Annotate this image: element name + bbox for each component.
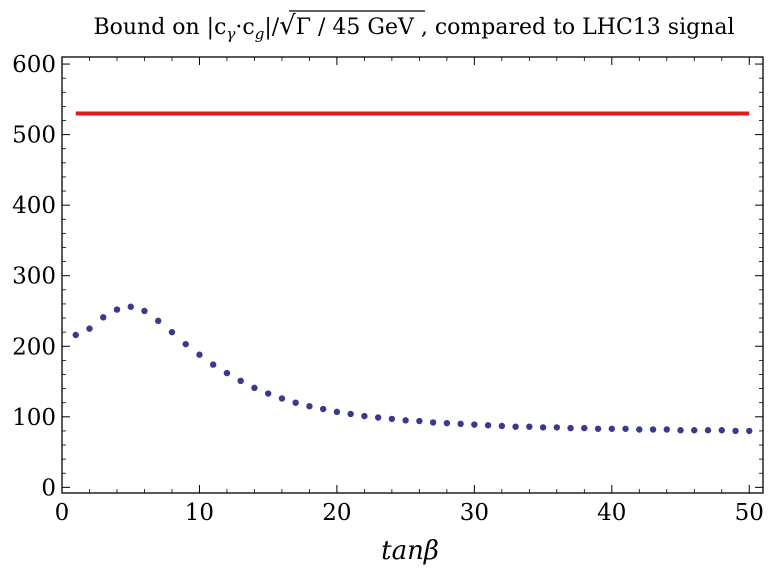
bound-point — [306, 403, 313, 410]
bound-point — [374, 414, 382, 421]
bound-point — [636, 426, 643, 433]
bound-point — [168, 328, 176, 336]
bound-point — [608, 425, 616, 432]
bound-point — [594, 425, 602, 432]
bound-point — [649, 426, 657, 433]
x-tick-label: 50 — [735, 500, 764, 526]
x-tick-label: 30 — [460, 500, 489, 526]
bound-point — [443, 419, 451, 427]
bound-point — [539, 424, 547, 431]
bound-point — [553, 424, 561, 431]
bound-point — [86, 325, 93, 332]
x-axis-label: tanβ — [381, 536, 439, 566]
bound-point — [347, 410, 354, 418]
bound-point — [113, 306, 121, 313]
bound-point — [251, 384, 258, 392]
bound-point — [223, 369, 231, 377]
x-tick-label: 10 — [185, 500, 214, 526]
y-tick-label: 200 — [12, 334, 56, 360]
bound-point — [567, 424, 574, 432]
bound-point — [429, 419, 437, 426]
y-tick-label: 100 — [12, 405, 56, 431]
bound-point — [526, 423, 533, 430]
y-tick-label: 600 — [12, 52, 56, 78]
series-layer — [72, 111, 753, 435]
bound-point — [512, 423, 519, 430]
bound-point — [746, 427, 753, 435]
bound-point — [196, 351, 203, 358]
bound-point — [622, 425, 629, 432]
bound-point — [237, 377, 244, 385]
y-tick-label: 300 — [12, 264, 56, 290]
bound-point — [264, 390, 272, 397]
bound-point — [691, 427, 698, 434]
bound-point — [388, 415, 396, 423]
bound-point — [319, 405, 327, 413]
bound-point — [127, 303, 134, 310]
x-tick-label: 40 — [597, 500, 626, 526]
bound-point — [278, 395, 286, 402]
bound-point — [182, 340, 189, 348]
bound-point — [402, 417, 409, 424]
bound-point — [361, 412, 368, 420]
bound-point — [209, 361, 217, 368]
bound-point — [333, 408, 341, 416]
bound-point — [457, 420, 464, 428]
chart-title: Bound on |cγ·cg|/√Γ / 45 GeV , compared … — [93, 11, 734, 43]
bound-point — [663, 426, 670, 433]
bound-point — [484, 422, 492, 429]
plot-frame — [61, 56, 764, 494]
bound-point — [471, 421, 478, 428]
bound-point — [416, 417, 423, 425]
bound-point — [718, 427, 725, 434]
bound-point — [704, 427, 712, 434]
bound-point — [100, 314, 107, 321]
bound-point — [72, 331, 79, 339]
x-tick-label: 0 — [55, 500, 70, 526]
bound-point — [677, 427, 684, 434]
bound-point — [155, 317, 162, 325]
y-tick-label: 500 — [12, 123, 56, 149]
bound-point — [141, 307, 148, 315]
x-tick-label: 20 — [322, 500, 351, 526]
bound-point — [292, 399, 299, 406]
y-tick-label: 400 — [12, 193, 56, 219]
bound-point — [732, 427, 739, 435]
bound-point — [581, 424, 588, 432]
bound-point — [498, 422, 506, 430]
y-tick-label: 0 — [41, 475, 56, 501]
